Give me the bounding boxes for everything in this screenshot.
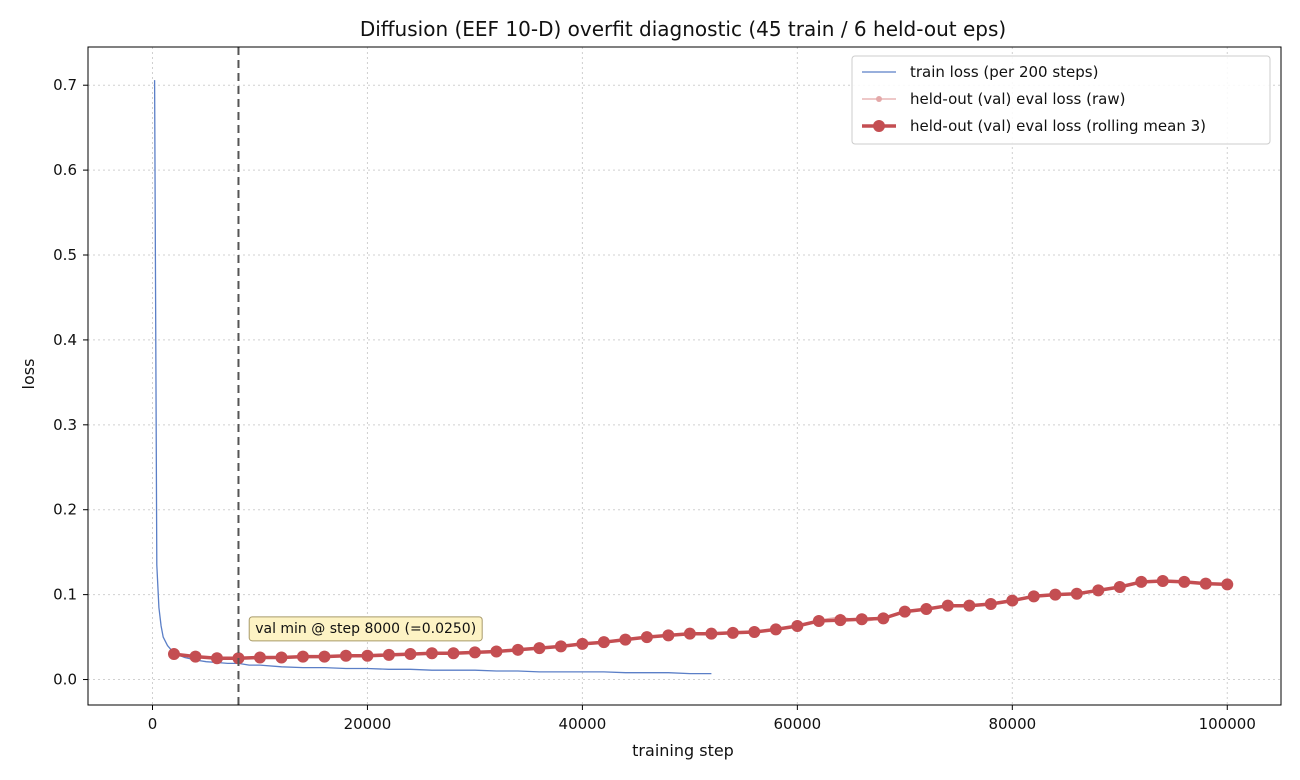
val-rolling-point xyxy=(339,649,352,662)
x-tick-label: 20000 xyxy=(344,715,392,733)
val-rolling-point xyxy=(1113,580,1126,593)
val-rolling-point xyxy=(296,650,309,663)
y-axis-ticks: 0.0 0.1 0.2 0.3 0.4 0.5 0.6 0.7 xyxy=(53,76,88,689)
plot-frame xyxy=(87,46,1282,706)
val-rolling-point xyxy=(382,648,395,661)
val-rolling-point xyxy=(791,620,804,633)
legend: train loss (per 200 steps) held-out (val… xyxy=(851,55,1271,145)
x-tick-label: 60000 xyxy=(773,715,821,733)
gridlines xyxy=(88,47,1281,705)
val-rolling-point xyxy=(812,614,825,627)
val-rolling-point xyxy=(275,651,288,664)
x-tick-label: 100000 xyxy=(1199,715,1256,733)
chart-title: Diffusion (EEF 10-D) overfit diagnostic … xyxy=(360,17,1006,41)
val-rolling-point xyxy=(769,623,782,636)
val-rolling-point xyxy=(920,603,933,616)
val-rolling-point xyxy=(210,652,223,665)
x-axis-label: training step xyxy=(632,741,734,760)
val-rolling-point xyxy=(705,627,718,640)
legend-marker-val-raw xyxy=(876,96,882,102)
val-rolling-point xyxy=(1178,575,1191,588)
x-tick-label: 80000 xyxy=(988,715,1036,733)
val-rolling-point xyxy=(490,645,503,658)
val-rolling-point xyxy=(554,640,567,653)
y-tick-label: 0.6 xyxy=(53,161,77,179)
val-rolling-point xyxy=(1027,590,1040,603)
val-rolling-point xyxy=(1156,575,1169,588)
y-tick-label: 0.0 xyxy=(53,671,77,689)
y-tick-label: 0.2 xyxy=(53,501,77,519)
y-tick-label: 0.3 xyxy=(53,416,77,434)
legend-box xyxy=(851,55,1271,145)
y-tick-label: 0.4 xyxy=(53,331,77,349)
val-rolling-point xyxy=(963,599,976,612)
val-rolling-point xyxy=(318,650,331,663)
x-tick-label: 40000 xyxy=(559,715,607,733)
val-rolling-point xyxy=(253,651,266,664)
val-rolling-point xyxy=(941,599,954,612)
val-rolling-point xyxy=(1006,594,1019,607)
val-rolling-point xyxy=(597,636,610,649)
val-rolling-point xyxy=(361,649,374,662)
val-rolling-point xyxy=(1199,577,1212,590)
legend-label-val-raw: held-out (val) eval loss (raw) xyxy=(910,90,1125,108)
val-rolling-point xyxy=(748,625,761,638)
val-rolling-point xyxy=(877,612,890,625)
val-rolling-point xyxy=(726,626,739,639)
val-rolling-point xyxy=(662,629,675,642)
val-rolling-point xyxy=(619,633,632,646)
x-axis-ticks: 0 20000 40000 60000 80000 100000 xyxy=(148,705,1256,733)
val-rolling-point xyxy=(425,647,438,660)
legend-label-val-rolling: held-out (val) eval loss (rolling mean 3… xyxy=(910,117,1206,135)
val-rolling-point xyxy=(468,646,481,659)
val-rolling-point xyxy=(1092,584,1105,597)
val-rolling-point xyxy=(404,648,417,661)
val-rolling-point xyxy=(511,643,524,656)
annotation-background xyxy=(248,616,483,642)
y-axis-label: loss xyxy=(19,359,38,390)
y-tick-label: 0.7 xyxy=(53,76,77,94)
legend-label-train: train loss (per 200 steps) xyxy=(910,63,1098,81)
val-rolling-point xyxy=(1221,578,1234,591)
val-rolling-point xyxy=(447,647,460,660)
legend-marker-val-rolling xyxy=(873,120,885,132)
val-rolling-point xyxy=(683,627,696,640)
val-rolling-point xyxy=(1070,587,1083,600)
val-rolling-point xyxy=(1135,575,1148,588)
val-rolling-point xyxy=(189,650,202,663)
y-tick-label: 0.5 xyxy=(53,246,77,264)
val-rolling-point xyxy=(640,631,653,644)
val-rolling-point xyxy=(167,648,180,661)
val-rolling-point xyxy=(533,642,546,655)
annotation-box: val min @ step 8000 (=0.0250) xyxy=(248,616,483,642)
val-rolling-point xyxy=(1049,588,1062,601)
val-rolling-point xyxy=(984,597,997,610)
val-rolling-point xyxy=(855,613,868,626)
x-tick-label: 0 xyxy=(148,715,158,733)
val-rolling-point xyxy=(834,614,847,627)
plot-series xyxy=(153,80,1234,675)
y-tick-label: 0.1 xyxy=(53,586,77,604)
val-rolling-point xyxy=(898,605,911,618)
val-rolling-point xyxy=(576,637,589,650)
annotation-text: val min @ step 8000 (=0.0250) xyxy=(255,621,476,637)
